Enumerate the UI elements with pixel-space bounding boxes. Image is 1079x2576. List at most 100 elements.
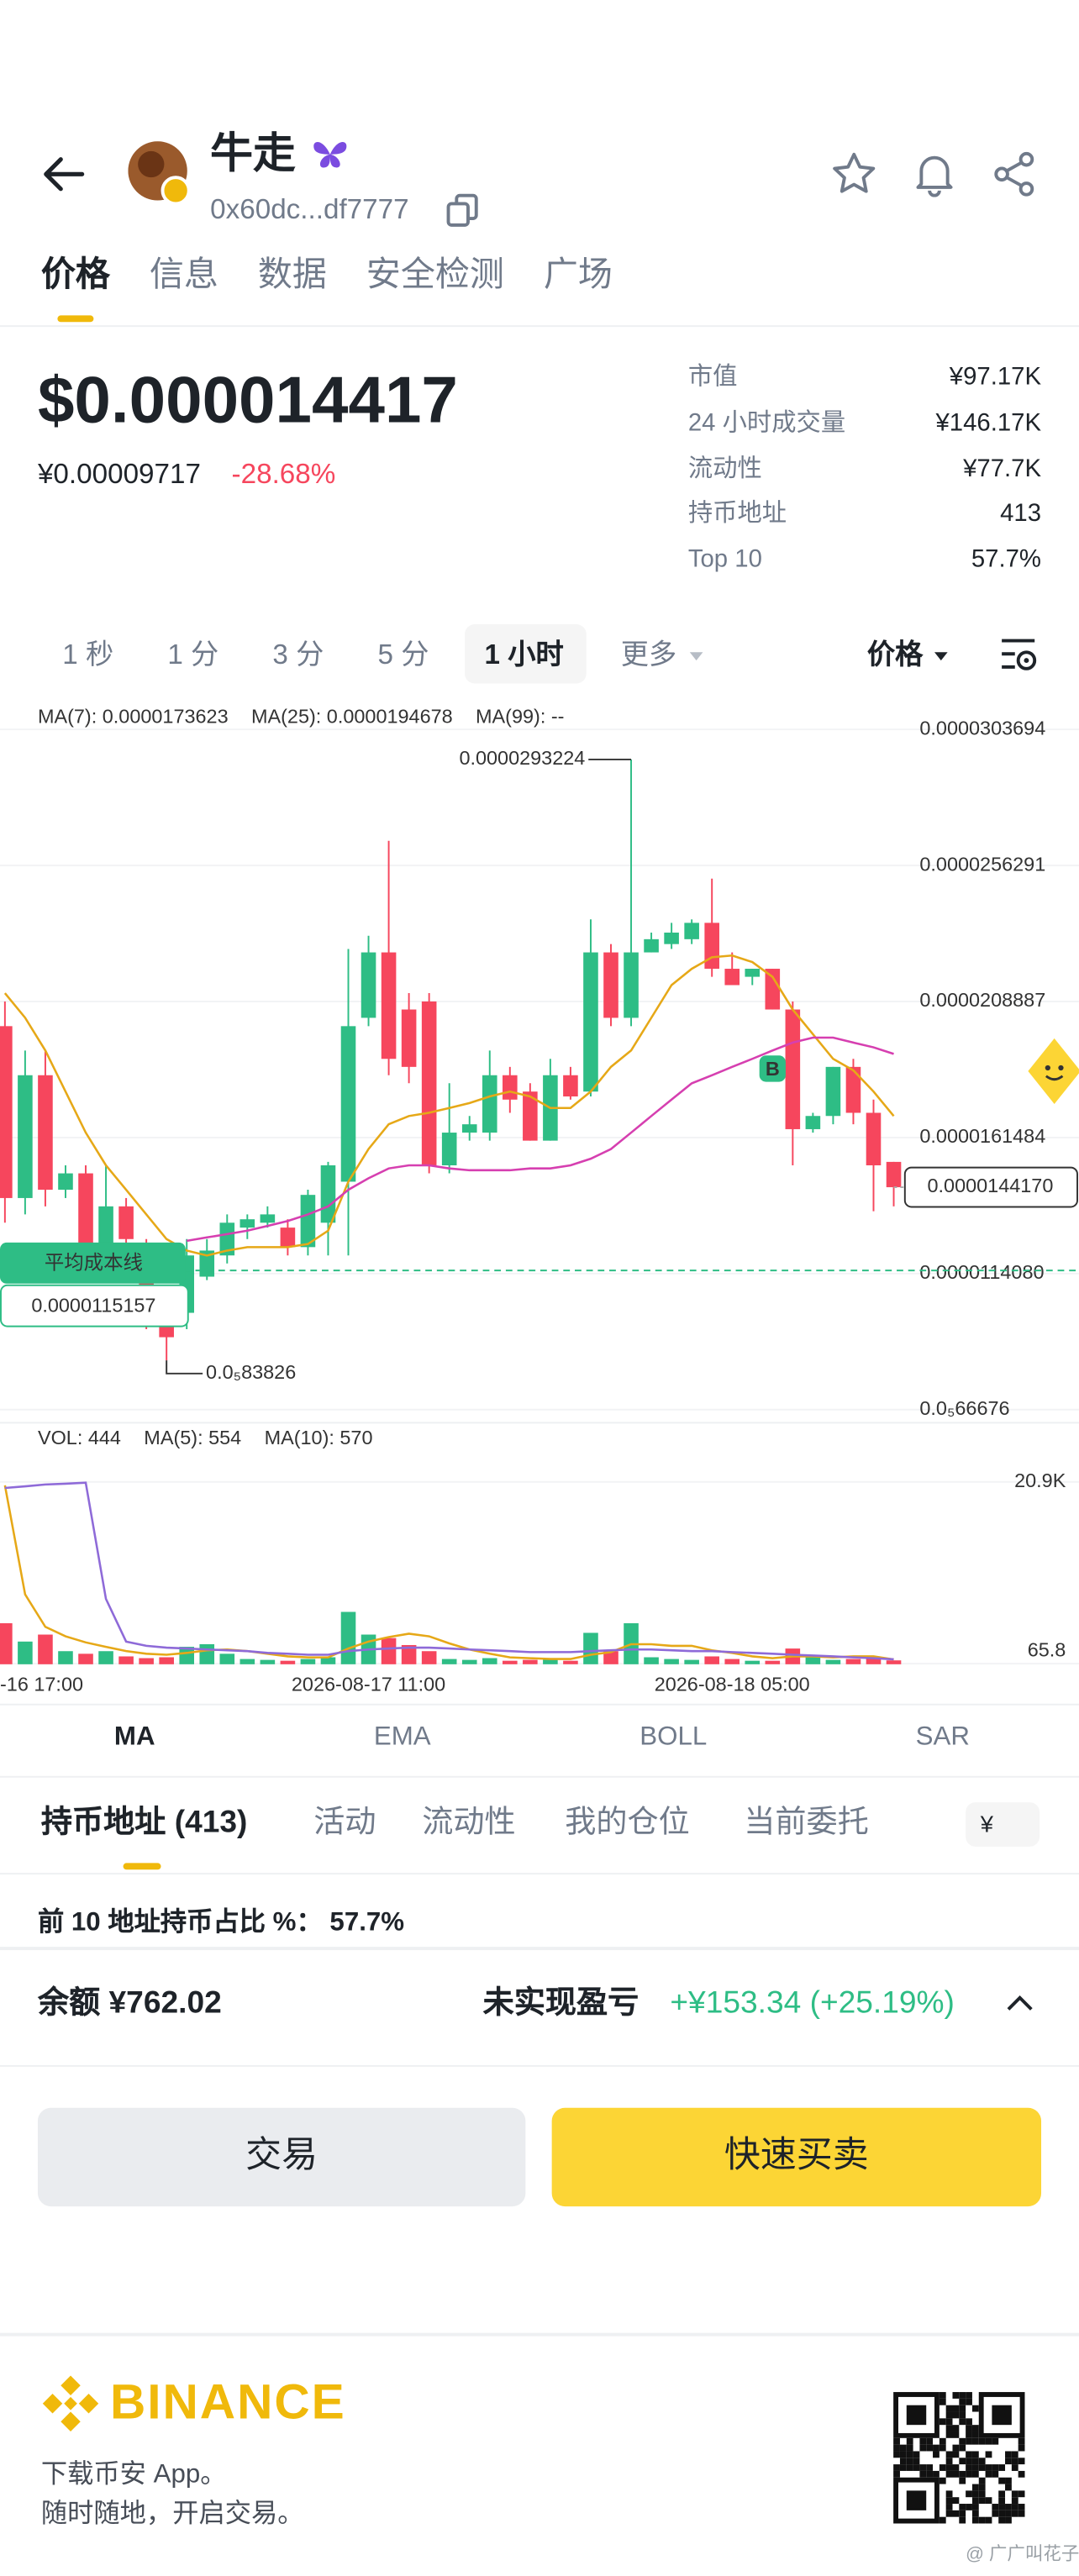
indicator-tab[interactable]: SAR (915, 1723, 970, 1752)
volume-bar (745, 1660, 761, 1664)
stat-value: 413 (1000, 499, 1042, 528)
back-button[interactable] (39, 155, 86, 194)
candle-body (583, 952, 598, 1092)
qr-module (998, 2477, 1006, 2484)
qr-module (978, 2458, 986, 2465)
qr-module (978, 2490, 986, 2498)
qr-module (966, 2437, 972, 2445)
tab[interactable]: 价格 (40, 256, 110, 295)
x-tick-label: -16 17:00 (0, 1673, 83, 1692)
chart-mode[interactable]: 价格 (866, 639, 924, 670)
qr-module (939, 2477, 946, 2484)
candle-body (260, 1214, 276, 1223)
brand-name: BINANCE (109, 2375, 346, 2431)
indicator-tab[interactable]: BOLL (640, 1723, 708, 1752)
qr-module (893, 2451, 900, 2458)
qr-module (978, 2477, 986, 2484)
qr-module (945, 2458, 953, 2465)
buy-marker (759, 1055, 786, 1082)
volume-bar (441, 1659, 457, 1664)
qr-module (906, 2464, 913, 2471)
y-tick-label: 0.0000303694 (919, 717, 1045, 739)
footer-line: 下载币安 App。 (40, 2461, 227, 2489)
volume-bar (38, 1634, 53, 1664)
qr-module (985, 2437, 992, 2445)
stat-value: 57.7% (971, 545, 1042, 574)
high-label: 0.0000293224 (459, 747, 585, 769)
qr-module (939, 2516, 946, 2524)
pnl-label: 未实现盈亏 (482, 1986, 640, 2021)
candle-body (441, 1133, 457, 1165)
assistant-bubble[interactable] (1022, 1032, 1079, 1111)
share-button[interactable] (992, 151, 1038, 197)
qr-module (959, 2477, 966, 2484)
qr-module (966, 2392, 972, 2399)
qr-module (998, 2497, 1006, 2505)
holder-tab[interactable]: 流动性 (422, 1805, 516, 1841)
qr-module (971, 2516, 979, 2524)
qr-module (985, 2451, 992, 2458)
qr-module (913, 2464, 920, 2471)
divider (0, 1703, 1079, 1706)
tab[interactable]: 广场 (543, 256, 613, 295)
qr-module (998, 2510, 1006, 2517)
token-name: 牛走 (210, 128, 296, 178)
holder-tab[interactable]: 我的仓位 (565, 1805, 690, 1841)
qr-module (971, 2464, 979, 2471)
candle-body (684, 923, 699, 939)
qr-module (1018, 2444, 1025, 2452)
stat-label: 持币地址 (687, 499, 787, 528)
timeframe[interactable]: 1 小时 (484, 639, 564, 670)
qr-module (971, 2431, 979, 2438)
candle-body (523, 1091, 538, 1141)
quick-trade-button[interactable] (551, 2107, 1042, 2207)
qr-module (978, 2437, 986, 2445)
tab[interactable]: 数据 (257, 256, 327, 295)
qr-module (1005, 2504, 1012, 2510)
qr-module (998, 2516, 1006, 2524)
volume-bar (320, 1657, 336, 1664)
timeframe[interactable]: 5 分 (377, 639, 429, 670)
x-tick-label: 2026-08-18 05:00 (655, 1673, 810, 1692)
qr-module (1018, 2504, 1025, 2510)
cost-flag (0, 1242, 186, 1284)
qr-module (998, 2504, 1006, 2510)
qr-module (959, 2405, 966, 2412)
volume-ma-line (4, 1481, 894, 1661)
qr-module (971, 2425, 979, 2431)
holder-tab[interactable]: 当前委托 (744, 1805, 869, 1841)
indicator-tab[interactable]: MA (113, 1723, 155, 1752)
collapse-button[interactable] (1005, 1991, 1034, 2014)
volume-bar (98, 1651, 113, 1664)
timeframe[interactable]: 1 秒 (62, 639, 114, 670)
volume-bar (644, 1657, 659, 1664)
volume-bar (340, 1611, 356, 1664)
currency-toggle[interactable] (966, 1802, 1040, 1847)
alert-button[interactable] (912, 151, 958, 197)
tab[interactable]: 安全检测 (366, 256, 504, 295)
low-label: 0.0₅83826 (206, 1361, 296, 1383)
copy-button[interactable] (445, 192, 482, 229)
timeframe[interactable]: 3 分 (272, 639, 324, 670)
volume-bar (886, 1660, 902, 1664)
favorite-button[interactable] (831, 151, 877, 197)
qr-module (939, 2437, 946, 2445)
holder-tab[interactable]: 持币地址 (413) (40, 1805, 248, 1841)
indicator-tab[interactable]: EMA (373, 1723, 431, 1752)
candle-body (18, 1075, 33, 1198)
volume-bar (583, 1632, 598, 1664)
timeframe[interactable]: 更多 (620, 639, 677, 670)
timeframe[interactable]: 1 分 (167, 639, 219, 670)
divider (0, 1873, 1079, 1875)
qr-module (971, 2484, 979, 2491)
holder-tab[interactable]: 活动 (313, 1805, 376, 1841)
qr-module (978, 2464, 986, 2471)
trade-button[interactable] (37, 2107, 526, 2207)
candle-body (98, 1206, 113, 1248)
qr-module (952, 2470, 960, 2478)
chart-settings[interactable] (997, 634, 1040, 677)
qr-module (978, 2484, 986, 2491)
volume-bar (159, 1657, 174, 1664)
tab[interactable]: 信息 (149, 256, 218, 295)
